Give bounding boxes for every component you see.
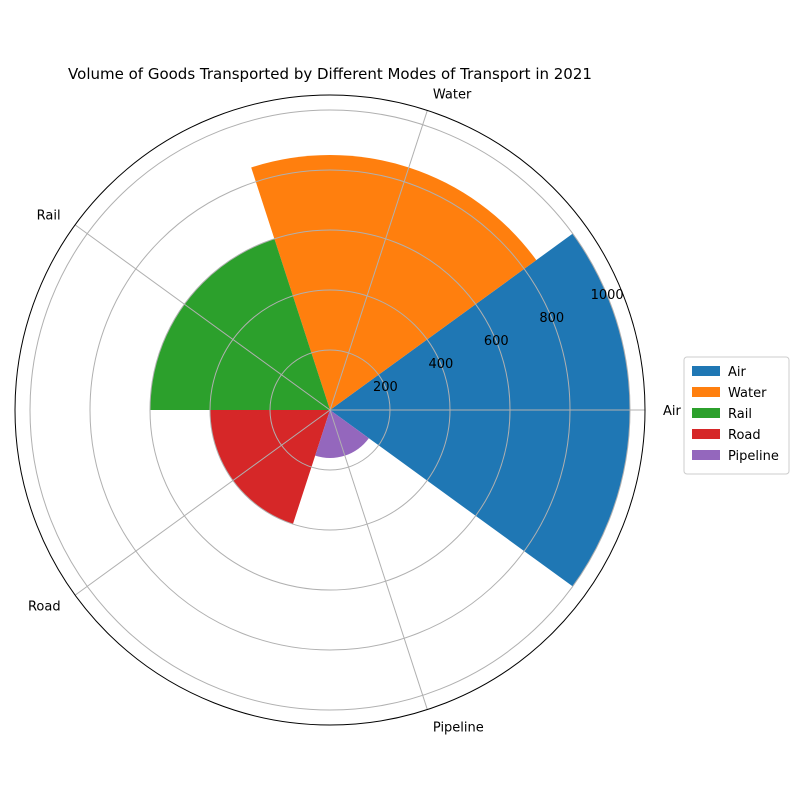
radial-tick-layer: 200 400 600 800 1000: [373, 288, 624, 395]
category-label-water: Water: [433, 87, 472, 102]
legend-swatch-rail: [692, 408, 720, 418]
wedge-rail: [150, 238, 330, 410]
wedge-pipeline: [315, 410, 369, 459]
polar-frame: [14, 94, 646, 726]
legend-swatch-air: [692, 366, 720, 376]
category-label-layer: Air Water Rail Road Pipeline: [28, 87, 682, 735]
radial-tick-label: 200: [373, 380, 398, 395]
legend: Air Water Rail Road Pipeline: [683, 356, 790, 475]
grid-layer: [29, 109, 645, 711]
wedge-layer: [150, 155, 630, 587]
chart-title: Volume of Goods Transported by Different…: [68, 65, 592, 83]
legend-label-air: Air: [728, 365, 747, 380]
category-label-air: Air: [663, 404, 682, 419]
legend-swatch-road: [692, 429, 720, 439]
category-label-rail: Rail: [37, 208, 61, 223]
grid-spoke-road: [74, 409, 331, 596]
legend-box: [683, 356, 790, 475]
category-label-road: Road: [28, 600, 61, 615]
grid-spoke-pipeline: [329, 409, 428, 710]
legend-swatch-water: [692, 387, 720, 397]
wedge-water: [251, 155, 537, 410]
grid-spoke-water: [329, 110, 428, 411]
legend-label-pipeline: Pipeline: [728, 449, 779, 464]
legend-label-road: Road: [728, 428, 761, 443]
radial-tick-label: 400: [428, 357, 453, 372]
wedge-road: [210, 410, 330, 525]
legend-swatch-pipeline: [692, 450, 720, 460]
legend-label-rail: Rail: [728, 407, 752, 422]
radial-tick-label: 800: [539, 311, 564, 326]
radial-tick-label: 600: [484, 334, 509, 349]
radial-tick-label: 1000: [591, 288, 624, 303]
grid-spoke-rail: [74, 224, 331, 411]
legend-label-water: Water: [728, 386, 767, 401]
category-label-pipeline: Pipeline: [433, 721, 484, 736]
